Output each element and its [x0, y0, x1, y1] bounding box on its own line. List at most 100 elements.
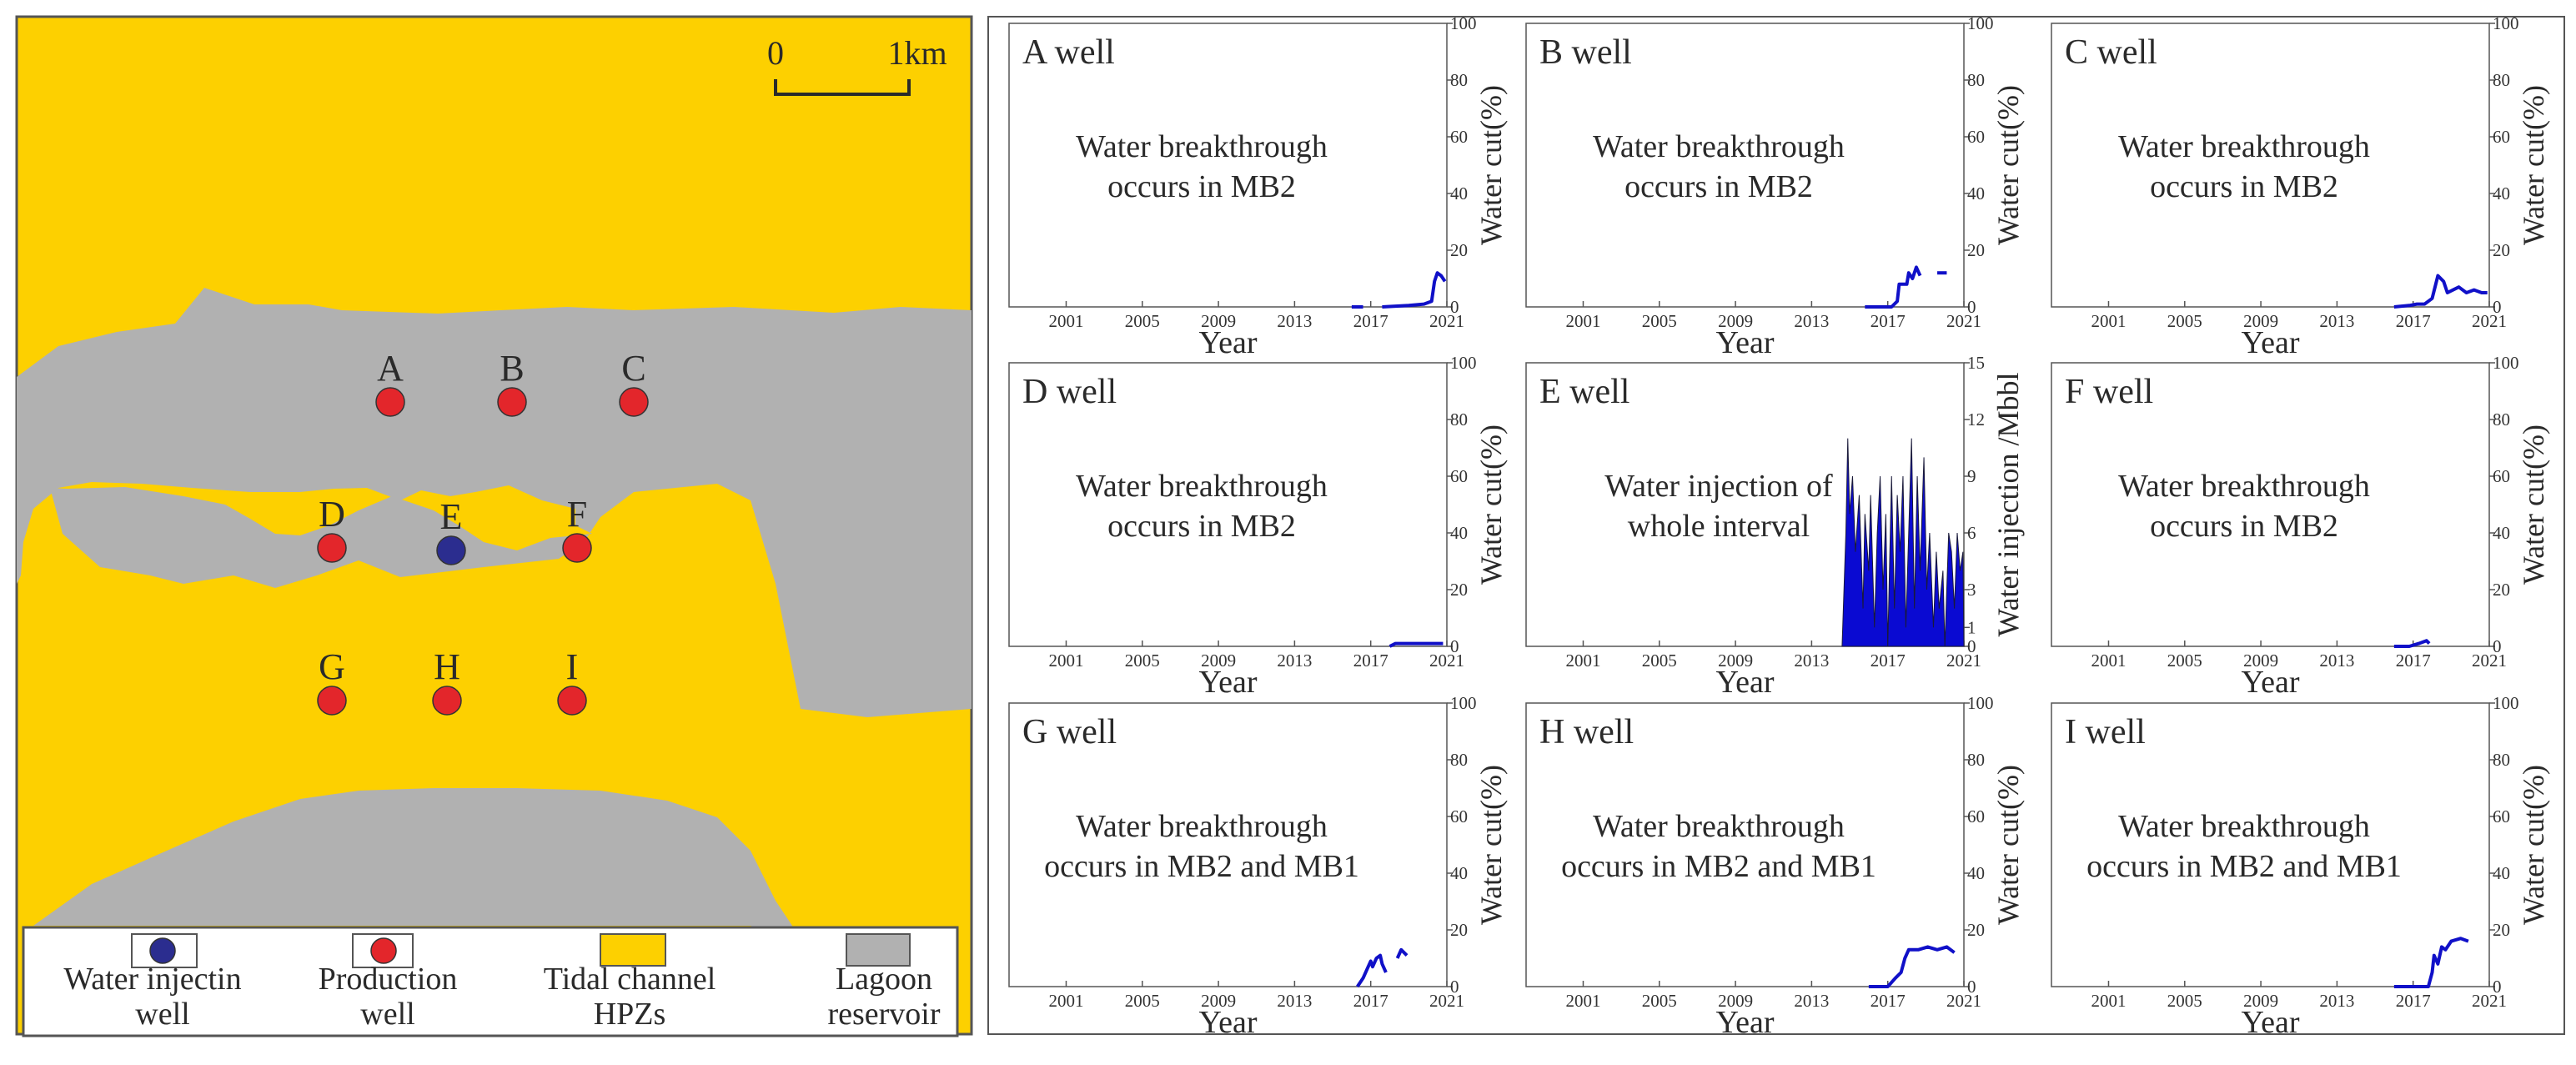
chart-a-annotation-line-1: Water breakthrough	[1076, 129, 1328, 164]
chart-h-xtick-label: 2013	[1794, 991, 1829, 1011]
chart-b-plot-area	[1525, 23, 1965, 308]
well-f-marker	[562, 533, 592, 563]
chart-i-xtick-label: 2001	[2091, 991, 2126, 1011]
well-i: I	[557, 646, 587, 716]
chart-g-ytick-label: 40	[1450, 863, 1468, 883]
well-f-label: F	[567, 494, 587, 535]
legend-producer-label-1: Production	[319, 962, 458, 997]
chart-h-ytick-label: 40	[1967, 863, 1985, 883]
chart-h-annotation-line-1: Water breakthrough	[1593, 809, 1845, 844]
chart-e-xtick-label: 2017	[1870, 651, 1906, 671]
chart-f-xtick-label: 2017	[2396, 651, 2431, 671]
chart-c-ytick-label: 80	[2493, 70, 2510, 90]
chart-i-ytick-label: 100	[2493, 693, 2519, 713]
chart-f-ytick-label: 60	[2493, 466, 2510, 486]
legend-lagoon-swatch	[846, 933, 911, 967]
chart-i-plot-area	[2051, 702, 2490, 987]
chart-e-xtick-label: 2021	[1946, 651, 1981, 671]
chart-h-ylabel: Water cut(%)	[1991, 765, 2025, 925]
scale-bar-zero: 0	[767, 34, 784, 72]
chart-e-ytick-label: 9	[1967, 466, 1976, 486]
well-charts-svg: 2001 2005 2009 2013 2017 2021020406080100Year…	[987, 13, 2565, 1040]
well-c-label: C	[621, 348, 645, 389]
chart-a-annotation-line-2: occurs in MB2	[1107, 169, 1296, 204]
chart-i-annotation-line-2: occurs in MB2 and MB1	[2086, 849, 2402, 884]
chart-a-ytick-label: 80	[1450, 70, 1468, 90]
chart-i-ytick-label: 60	[2493, 806, 2510, 826]
chart-b-xtick-label: 2001	[1565, 311, 1600, 331]
well-d: D	[317, 494, 347, 563]
chart-h-xtick-label: 2021	[1946, 991, 1981, 1011]
legend-injector-symbol	[149, 937, 176, 964]
chart-h-ytick-label: 0	[1967, 977, 1976, 997]
legend-lagoon-label-2: reservoir	[827, 997, 940, 1032]
chart-a-xtick-label: 2009	[1201, 311, 1236, 331]
chart-h-plot-area	[1525, 702, 1965, 987]
chart-h-xtick-label: 2017	[1870, 991, 1906, 1011]
chart-a-watercut-line-2	[1382, 271, 1447, 309]
well-e: E	[436, 496, 466, 565]
chart-e-annotation-line-2: whole interval	[1628, 509, 1810, 544]
facies-map: 0 1km A B C D E F G H I Water injectin well Prod…	[0, 0, 984, 1062]
chart-b-ytick-label: 20	[1967, 240, 1985, 260]
chart-d-xtick-label: 2001	[1048, 651, 1083, 671]
chart-h-annotation-line-2: occurs in MB2 and MB1	[1561, 849, 1876, 884]
chart-b-ytick-label: 60	[1967, 127, 1985, 147]
well-b-label: B	[500, 348, 524, 389]
chart-c-xtick-label: 2009	[2243, 311, 2278, 331]
well-e-label: E	[440, 496, 463, 537]
chart-a-xtick-label: 2013	[1277, 311, 1312, 331]
chart-f-ytick-label: 20	[2493, 580, 2510, 600]
chart-f-ytick-label: 40	[2493, 523, 2510, 543]
chart-g-ytick-label: 20	[1450, 920, 1468, 940]
chart-f-xtick-label: 2001	[2091, 651, 2126, 671]
chart-d-xtick-label: 2005	[1125, 651, 1160, 671]
chart-f-ytick-label: 0	[2493, 636, 2502, 656]
chart-b-ytick-label: 40	[1967, 183, 1985, 203]
chart-e-xtick-label: 2005	[1642, 651, 1677, 671]
chart-c-title: C well	[2065, 33, 2157, 72]
legend-lagoon-label-1: Lagoon	[836, 962, 932, 997]
well-c-marker	[619, 387, 649, 417]
chart-c-xtick-label: 2005	[2167, 311, 2202, 331]
legend-producer-symbol	[370, 937, 397, 964]
chart-d-ylabel: Water cut(%)	[1474, 424, 1508, 585]
chart-g-ytick-label: 100	[1450, 693, 1477, 713]
chart-d-ytick-label: 60	[1450, 466, 1468, 486]
chart-c-xtick-label: 2021	[2472, 311, 2507, 331]
chart-i-xtick-label: 2009	[2243, 991, 2278, 1011]
chart-h-xlabel: Year	[1715, 1005, 1774, 1040]
chart-i-ytick-label: 0	[2493, 977, 2502, 997]
chart-i-xtick-label: 2021	[2472, 991, 2507, 1011]
chart-e-annotation-line-1: Water injection of	[1604, 469, 1833, 504]
chart-g-ytick-label: 60	[1450, 806, 1468, 826]
chart-h-ytick-label: 100	[1967, 693, 1994, 713]
chart-b-xtick-label: 2013	[1794, 311, 1829, 331]
chart-d-xtick-label: 2021	[1429, 651, 1464, 671]
well-h-label: H	[434, 646, 460, 687]
chart-e-title: E well	[1539, 373, 1629, 411]
chart-c-plot-area	[2051, 23, 2490, 308]
chart-i-ylabel: Water cut(%)	[2517, 765, 2550, 925]
chart-c-xtick-label: 2017	[2396, 311, 2431, 331]
scale-bar: 0 1km	[767, 34, 947, 96]
chart-g-xtick-label: 2013	[1277, 991, 1312, 1011]
chart-i-ytick-label: 40	[2493, 863, 2510, 883]
chart-f-xtick-label: 2005	[2167, 651, 2202, 671]
chart-a-title: A well	[1022, 33, 1115, 72]
chart-b-xtick-label: 2017	[1870, 311, 1906, 331]
chart-i-ytick-label: 80	[2493, 750, 2510, 770]
chart-d-ytick-label: 40	[1450, 523, 1468, 543]
legend-injector-label-2: well	[135, 997, 189, 1032]
chart-c-ylabel: Water cut(%)	[2517, 85, 2550, 245]
legend-hpz-label-2: HPZs	[594, 997, 666, 1032]
chart-f-annotation-line-2: occurs in MB2	[2150, 509, 2338, 544]
